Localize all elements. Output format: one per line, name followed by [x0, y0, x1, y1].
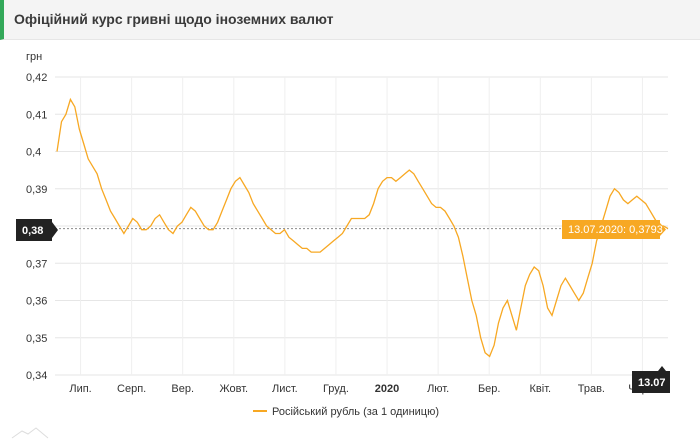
y-value-badge-text: 0,38: [22, 225, 43, 237]
watermark-mountain-icon: [11, 427, 49, 439]
x-tick-label: Трав.: [578, 383, 605, 395]
x-value-badge: 13.07: [632, 366, 670, 393]
y-tick-label: 0,39: [26, 184, 47, 196]
y-tick-label: 0,4: [26, 147, 41, 159]
x-tick-label: Серп.: [117, 383, 146, 395]
y-tick-label: 0,35: [26, 333, 47, 345]
y-tick-label: 0,36: [26, 296, 47, 308]
chart-title: Офіційний курс гривні щодо іноземних вал…: [14, 11, 334, 27]
y-tick-label: 0,34: [26, 370, 47, 382]
legend-label: Російський рубль (за 1 одиницю): [272, 406, 439, 418]
y-tick-label: 0,41: [26, 109, 47, 121]
y-tick-label: 0,37: [26, 258, 47, 270]
series-line-rub[interactable]: [56, 97, 669, 358]
exchange-rate-chart: грн 0,420,410,40,390,380,370,360,350,34 …: [11, 51, 670, 439]
x-tick-label: Груд.: [323, 383, 349, 395]
y-axis-label: грн: [26, 51, 42, 63]
tooltip-text: 13.07.2020: 0,3793: [568, 224, 663, 236]
x-tick-label: Жовт.: [219, 383, 248, 395]
y-tick-label: 0,42: [26, 72, 47, 84]
chart-header: Офіційний курс гривні щодо іноземних вал…: [0, 0, 700, 40]
tooltip: 13.07.2020: 0,3793: [562, 220, 666, 239]
x-tick-label: 2020: [375, 383, 399, 395]
x-tick-label: Бер.: [478, 383, 501, 395]
x-tick-label: Лист.: [272, 383, 298, 395]
x-tick-label: Вер.: [171, 383, 194, 395]
x-tick-label: Лип.: [69, 383, 91, 395]
x-value-badge-text: 13.07: [638, 377, 666, 389]
x-tick-label: Квіт.: [530, 383, 552, 395]
y-value-badge: 0,38: [16, 219, 58, 241]
x-tick-label: Лют.: [427, 383, 449, 395]
legend[interactable]: Російський рубль (за 1 одиницю): [253, 406, 439, 418]
